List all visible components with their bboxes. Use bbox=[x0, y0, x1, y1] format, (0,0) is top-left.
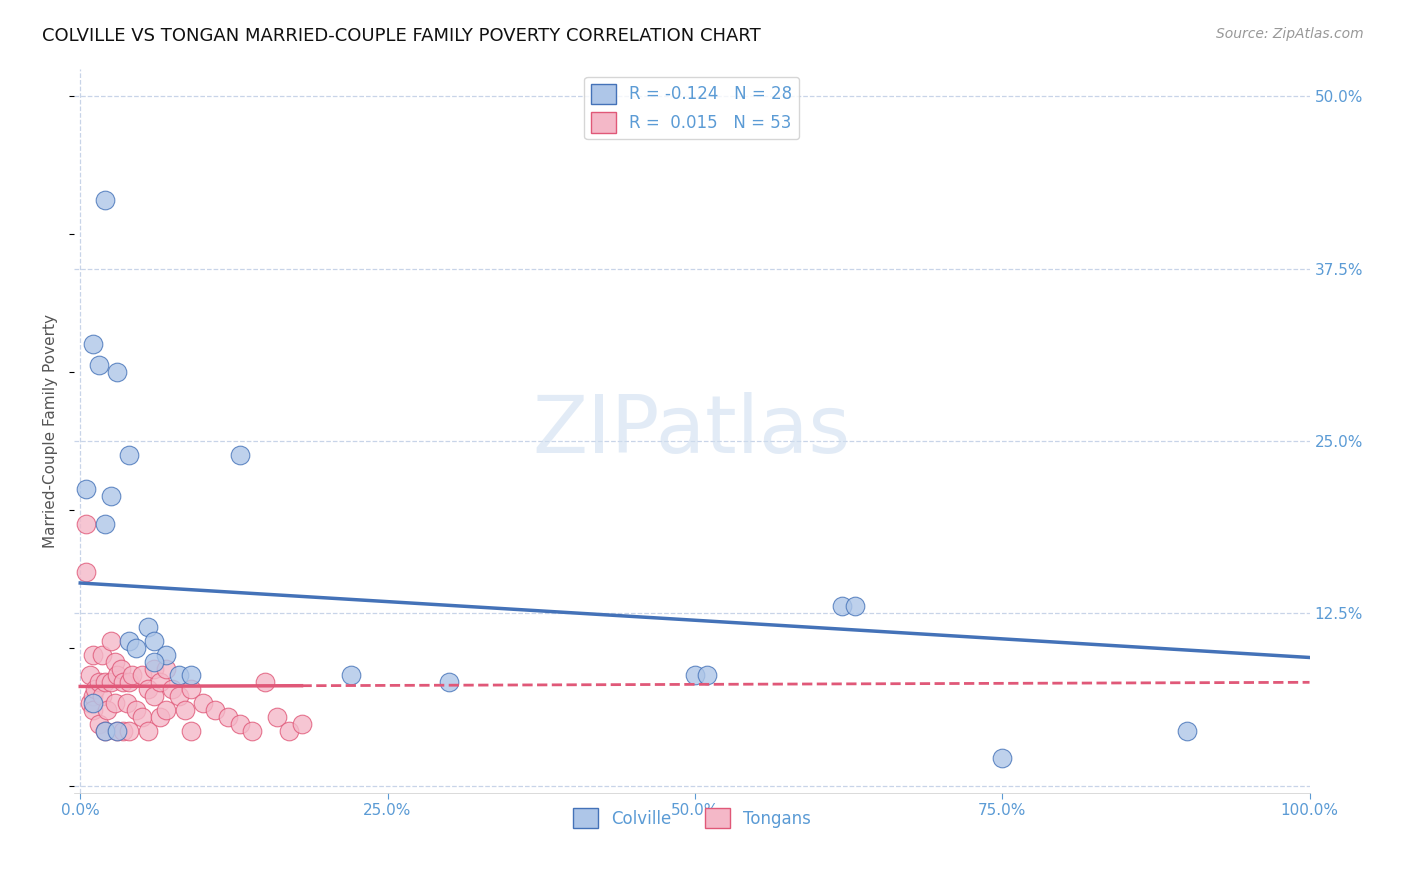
Point bbox=[87, 358, 110, 372]
Point bbox=[253, 675, 276, 690]
Point bbox=[105, 723, 128, 738]
Point bbox=[167, 668, 190, 682]
Point bbox=[167, 689, 190, 703]
Point bbox=[118, 723, 141, 738]
Point bbox=[82, 703, 104, 717]
Point bbox=[191, 696, 214, 710]
Point bbox=[118, 448, 141, 462]
Point bbox=[112, 675, 135, 690]
Point bbox=[82, 696, 104, 710]
Point bbox=[105, 723, 128, 738]
Point bbox=[96, 703, 118, 717]
Point bbox=[149, 710, 172, 724]
Text: COLVILLE VS TONGAN MARRIED-COUPLE FAMILY POVERTY CORRELATION CHART: COLVILLE VS TONGAN MARRIED-COUPLE FAMILY… bbox=[42, 27, 761, 45]
Point bbox=[155, 648, 177, 662]
Point bbox=[112, 723, 135, 738]
Point bbox=[683, 668, 706, 682]
Point bbox=[831, 599, 853, 614]
Point bbox=[217, 710, 239, 724]
Point bbox=[82, 648, 104, 662]
Point bbox=[115, 696, 138, 710]
Point bbox=[94, 723, 117, 738]
Point bbox=[105, 668, 128, 682]
Point bbox=[229, 716, 252, 731]
Point bbox=[266, 710, 288, 724]
Point bbox=[204, 703, 226, 717]
Point bbox=[82, 689, 104, 703]
Point bbox=[136, 682, 159, 697]
Text: Source: ZipAtlas.com: Source: ZipAtlas.com bbox=[1216, 27, 1364, 41]
Point bbox=[94, 193, 117, 207]
Point bbox=[79, 696, 101, 710]
Point bbox=[79, 668, 101, 682]
Point bbox=[1175, 723, 1198, 738]
Point bbox=[87, 675, 110, 690]
Point bbox=[124, 703, 146, 717]
Point bbox=[143, 661, 166, 675]
Point bbox=[240, 723, 263, 738]
Point bbox=[155, 703, 177, 717]
Point bbox=[84, 682, 107, 697]
Point bbox=[180, 723, 202, 738]
Point bbox=[290, 716, 312, 731]
Point bbox=[75, 516, 97, 531]
Point bbox=[155, 661, 177, 675]
Point bbox=[75, 482, 97, 496]
Point bbox=[91, 689, 114, 703]
Point bbox=[94, 675, 117, 690]
Point bbox=[339, 668, 361, 682]
Point bbox=[162, 682, 184, 697]
Point bbox=[991, 751, 1014, 765]
Point bbox=[173, 703, 195, 717]
Point bbox=[278, 723, 301, 738]
Point bbox=[136, 620, 159, 634]
Point bbox=[94, 723, 117, 738]
Text: ZIPatlas: ZIPatlas bbox=[533, 392, 851, 469]
Point bbox=[143, 655, 166, 669]
Point bbox=[82, 337, 104, 351]
Point bbox=[124, 640, 146, 655]
Point bbox=[94, 516, 117, 531]
Legend: Colville, Tongans: Colville, Tongans bbox=[567, 801, 817, 835]
Point bbox=[136, 723, 159, 738]
Point bbox=[696, 668, 718, 682]
Point bbox=[87, 716, 110, 731]
Point bbox=[143, 689, 166, 703]
Point bbox=[229, 448, 252, 462]
Point bbox=[844, 599, 866, 614]
Y-axis label: Married-Couple Family Poverty: Married-Couple Family Poverty bbox=[44, 314, 58, 548]
Point bbox=[131, 668, 153, 682]
Point bbox=[100, 675, 122, 690]
Point bbox=[121, 668, 143, 682]
Point bbox=[105, 365, 128, 379]
Point bbox=[104, 696, 127, 710]
Point bbox=[180, 682, 202, 697]
Point bbox=[131, 710, 153, 724]
Point bbox=[104, 655, 127, 669]
Point bbox=[149, 675, 172, 690]
Point bbox=[75, 565, 97, 579]
Point bbox=[91, 648, 114, 662]
Point bbox=[118, 675, 141, 690]
Point bbox=[110, 661, 132, 675]
Point bbox=[118, 634, 141, 648]
Point bbox=[180, 668, 202, 682]
Point bbox=[100, 634, 122, 648]
Point bbox=[437, 675, 460, 690]
Point bbox=[143, 634, 166, 648]
Point bbox=[100, 489, 122, 503]
